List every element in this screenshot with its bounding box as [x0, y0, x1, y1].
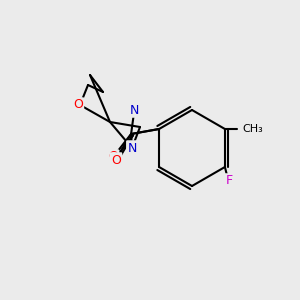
Text: N: N [129, 103, 139, 116]
Text: CH₃: CH₃ [242, 124, 263, 134]
Text: O: O [111, 154, 121, 166]
Text: N: N [127, 142, 137, 154]
Text: O: O [73, 98, 83, 112]
Text: F: F [225, 175, 233, 188]
Text: O: O [108, 151, 118, 164]
